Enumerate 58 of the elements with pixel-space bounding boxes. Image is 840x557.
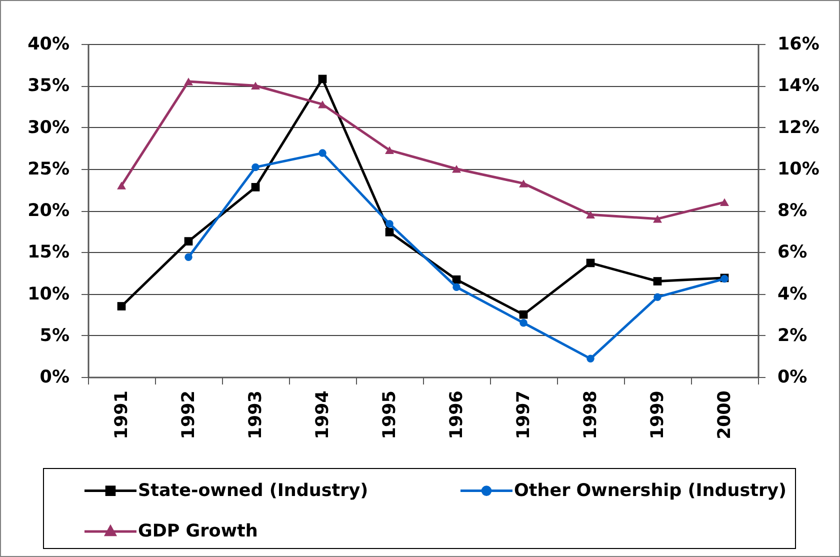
point bbox=[385, 228, 394, 236]
x-tick-label: 1996 bbox=[447, 390, 467, 440]
point bbox=[519, 310, 528, 319]
y2-tick-label: 12% bbox=[778, 118, 820, 138]
point bbox=[318, 74, 327, 84]
x-tick-label: 1997 bbox=[514, 390, 534, 440]
point bbox=[653, 277, 662, 286]
y-tick-label: 0% bbox=[40, 368, 70, 388]
x-tick-label: 1994 bbox=[313, 390, 333, 440]
y2-tick-label: 8% bbox=[778, 201, 808, 221]
y2-tick-label: 14% bbox=[778, 76, 820, 96]
y-tick-label: 15% bbox=[28, 242, 70, 263]
point bbox=[586, 354, 594, 363]
point bbox=[452, 165, 461, 173]
x-tick-label: 1998 bbox=[581, 390, 601, 440]
point bbox=[251, 183, 260, 192]
legend-label: GDP Growth bbox=[138, 522, 258, 542]
y-tick-label: 35% bbox=[28, 76, 70, 96]
legend-label: Other Ownership (Industry) bbox=[514, 480, 787, 501]
y2-tick-label: 2% bbox=[778, 326, 808, 346]
y2-tick-label: 10% bbox=[778, 159, 820, 180]
x-tick-label: 2000 bbox=[715, 390, 735, 440]
x-tick-label: 1993 bbox=[246, 390, 266, 440]
point bbox=[184, 78, 193, 86]
legend-label: State-owned (Industry) bbox=[138, 480, 368, 501]
point bbox=[252, 163, 260, 172]
point bbox=[654, 293, 662, 301]
point bbox=[452, 275, 461, 284]
y-tick-label: 30% bbox=[28, 118, 70, 138]
y2-tick-label: 6% bbox=[778, 242, 808, 263]
point bbox=[318, 149, 326, 157]
point bbox=[720, 198, 729, 206]
point bbox=[586, 258, 595, 268]
x-tick-label: 1991 bbox=[112, 390, 132, 440]
point bbox=[318, 100, 327, 108]
x-tick-label: 1995 bbox=[380, 390, 400, 440]
y-tick-label: 5% bbox=[40, 326, 70, 346]
point bbox=[251, 82, 260, 90]
point bbox=[386, 220, 394, 228]
y-tick-label: 25% bbox=[28, 159, 70, 180]
y-tick-label: 20% bbox=[28, 201, 70, 221]
y2-tick-label: 4% bbox=[778, 284, 808, 304]
x-tick-label: 1992 bbox=[179, 390, 199, 440]
point bbox=[117, 182, 126, 190]
point bbox=[184, 237, 193, 246]
point bbox=[385, 146, 394, 154]
point bbox=[117, 302, 126, 310]
point bbox=[452, 283, 460, 291]
y-tick-label: 40% bbox=[28, 34, 70, 54]
y2-tick-label: 16% bbox=[778, 34, 820, 54]
y2-tick-label: 0% bbox=[778, 368, 808, 388]
point bbox=[586, 210, 595, 219]
point bbox=[520, 319, 528, 327]
point bbox=[519, 180, 528, 188]
point bbox=[653, 214, 662, 223]
point bbox=[184, 253, 192, 261]
y-tick-label: 10% bbox=[28, 284, 70, 304]
x-tick-label: 1999 bbox=[648, 390, 668, 440]
